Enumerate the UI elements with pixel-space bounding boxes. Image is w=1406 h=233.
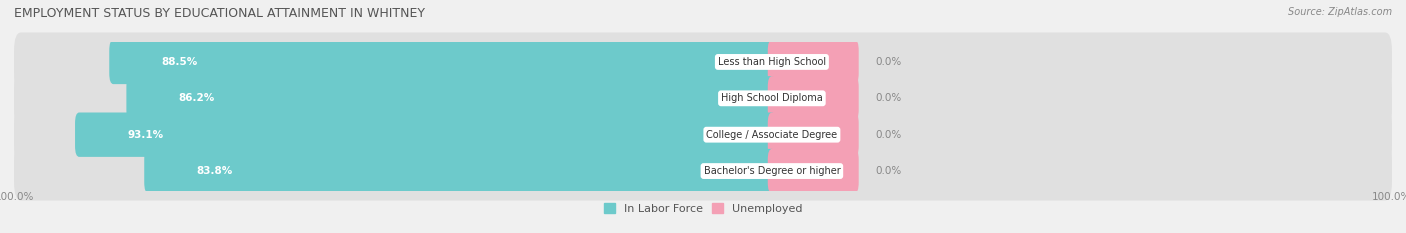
FancyBboxPatch shape	[14, 105, 1392, 164]
Text: Source: ZipAtlas.com: Source: ZipAtlas.com	[1288, 7, 1392, 17]
FancyBboxPatch shape	[14, 32, 1392, 91]
Text: 0.0%: 0.0%	[876, 93, 901, 103]
FancyBboxPatch shape	[75, 113, 776, 157]
Text: Less than High School: Less than High School	[718, 57, 825, 67]
Text: Bachelor's Degree or higher: Bachelor's Degree or higher	[703, 166, 841, 176]
Text: 86.2%: 86.2%	[179, 93, 215, 103]
FancyBboxPatch shape	[110, 40, 776, 84]
Text: 0.0%: 0.0%	[876, 166, 901, 176]
Text: 83.8%: 83.8%	[197, 166, 233, 176]
Text: 93.1%: 93.1%	[128, 130, 163, 140]
Text: 0.0%: 0.0%	[876, 130, 901, 140]
FancyBboxPatch shape	[768, 76, 859, 120]
Text: 0.0%: 0.0%	[876, 57, 901, 67]
FancyBboxPatch shape	[145, 149, 776, 193]
FancyBboxPatch shape	[14, 142, 1392, 201]
FancyBboxPatch shape	[768, 40, 859, 84]
FancyBboxPatch shape	[14, 69, 1392, 128]
FancyBboxPatch shape	[127, 76, 776, 120]
FancyBboxPatch shape	[768, 149, 859, 193]
Text: 88.5%: 88.5%	[162, 57, 198, 67]
Legend: In Labor Force, Unemployed: In Labor Force, Unemployed	[599, 199, 807, 218]
Text: College / Associate Degree: College / Associate Degree	[706, 130, 838, 140]
Text: EMPLOYMENT STATUS BY EDUCATIONAL ATTAINMENT IN WHITNEY: EMPLOYMENT STATUS BY EDUCATIONAL ATTAINM…	[14, 7, 425, 20]
FancyBboxPatch shape	[768, 113, 859, 157]
Text: High School Diploma: High School Diploma	[721, 93, 823, 103]
